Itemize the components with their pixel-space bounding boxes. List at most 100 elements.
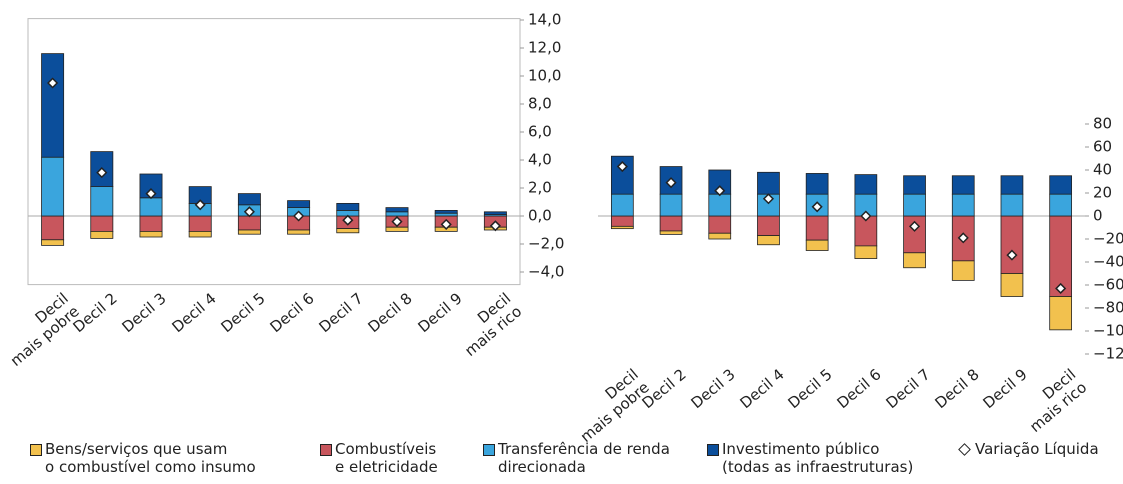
bar-segment	[434, 212, 458, 217]
net-marker	[860, 210, 872, 222]
bar-segment	[90, 186, 114, 217]
legend-label: Transferência de renda direcionada	[498, 440, 670, 476]
bar-segment	[90, 230, 114, 239]
bar-segment	[237, 193, 261, 206]
net-marker	[342, 214, 354, 226]
bar-segment	[610, 225, 634, 230]
y-tick-label: −4,0	[528, 263, 564, 281]
net-marker	[96, 167, 108, 179]
bar-segment	[385, 211, 409, 217]
legend-swatch	[30, 444, 42, 456]
bar-segment	[659, 193, 683, 217]
legend-swatch	[320, 444, 332, 456]
legend-swatch	[483, 444, 495, 456]
net-marker	[440, 218, 452, 230]
plot-frame	[27, 18, 521, 286]
net-marker	[1055, 282, 1067, 295]
bar-segment	[757, 215, 780, 236]
y-tick-label: 0	[1093, 207, 1103, 225]
y-tick-label: −60	[1093, 276, 1123, 294]
bar-segment	[610, 215, 634, 227]
y-tick-label: 20	[1093, 184, 1112, 202]
bar-segment	[237, 229, 261, 235]
y-tick-label: 40	[1093, 161, 1112, 179]
bar-segment	[336, 228, 360, 234]
bar-segment	[139, 197, 163, 217]
bar-segment	[1049, 296, 1073, 331]
legend-item: Variação Líquida	[958, 440, 1099, 458]
y-tick-label: −120	[1093, 345, 1123, 363]
y-tick-label: −100	[1093, 322, 1123, 340]
net-marker	[293, 210, 305, 222]
bar-segment	[708, 193, 732, 217]
bar-segment	[483, 211, 507, 216]
y-tick-label: 0,0	[528, 207, 552, 225]
bar-segment	[659, 230, 683, 235]
bar-segment	[41, 239, 65, 246]
bar-segment	[287, 229, 311, 235]
bar-segment	[951, 260, 975, 281]
net-marker	[194, 199, 206, 211]
y-tick-label: 6,0	[528, 123, 552, 141]
y-tick-label: 12,0	[528, 39, 561, 57]
bar-segment	[385, 226, 409, 232]
bar-segment	[139, 230, 163, 238]
bar-segment	[1000, 215, 1024, 274]
bar-segment	[610, 155, 634, 195]
bar-segment	[757, 171, 780, 195]
bar-segment	[1000, 273, 1024, 297]
legend-swatch	[958, 443, 971, 456]
legend-swatch	[707, 444, 719, 456]
bar-segment	[854, 174, 878, 195]
legend-label: Investimento público (todas as infraestr…	[722, 440, 914, 476]
net-marker	[762, 193, 775, 205]
bar-segment	[610, 193, 634, 217]
net-marker	[714, 185, 726, 197]
legend-label: Variação Líquida	[975, 440, 1099, 458]
net-marker	[665, 177, 677, 189]
net-marker	[47, 77, 59, 89]
y-tick-label: 60	[1093, 138, 1112, 156]
bar-segment	[336, 202, 360, 211]
bar-segment	[41, 156, 65, 217]
net-marker	[908, 220, 921, 232]
y-tick-label: −80	[1093, 299, 1123, 317]
bar-segment	[805, 215, 829, 241]
y-tick-label: 10,0	[528, 67, 561, 85]
y-tick-label: −2,0	[528, 235, 564, 253]
bar-segment	[188, 230, 212, 238]
bar-segment	[757, 235, 780, 246]
bar-segment	[903, 193, 926, 217]
net-marker	[489, 220, 501, 232]
bar-segment	[903, 252, 926, 269]
legend-item: Combustíveis e eletricidade	[320, 440, 438, 476]
bar-segment	[237, 215, 261, 231]
bar-segment	[951, 193, 975, 217]
bar-segment	[805, 239, 829, 251]
y-tick-label: −40	[1093, 253, 1123, 271]
net-marker	[1006, 249, 1018, 261]
y-tick-label: 80	[1093, 115, 1112, 133]
bar-segment	[805, 173, 829, 195]
legend-item: Transferência de renda direcionada	[483, 440, 670, 476]
legend-label: Bens/serviços que usam o combustível com…	[45, 440, 256, 476]
bar-segment	[951, 175, 975, 195]
bar-segment	[1000, 175, 1024, 195]
bar-segment	[1049, 175, 1073, 195]
bar-segment	[903, 175, 926, 195]
bar-segment	[90, 215, 114, 232]
net-marker	[243, 206, 255, 218]
bar-segment	[708, 232, 732, 240]
net-marker	[391, 216, 403, 228]
net-marker	[145, 188, 157, 200]
y-tick-label: 4,0	[528, 151, 552, 169]
net-marker	[616, 160, 628, 173]
bar-segment	[41, 215, 65, 241]
bar-segment	[385, 207, 409, 213]
y-tick-label: 2,0	[528, 179, 552, 197]
y-tick-label: 14,0	[528, 11, 561, 29]
bar-segment	[287, 200, 311, 209]
bar-segment	[854, 245, 878, 259]
